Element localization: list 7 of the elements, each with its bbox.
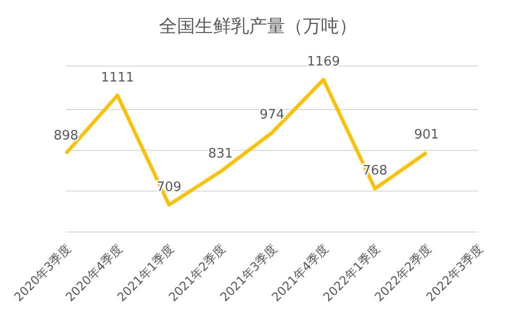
data-label: 831 xyxy=(208,146,233,162)
data-label: 1169 xyxy=(306,54,340,70)
data-label: 901 xyxy=(414,128,439,143)
data-label: 1111 xyxy=(100,70,134,86)
data-label: 898 xyxy=(54,128,78,144)
data-label: 974 xyxy=(260,108,284,123)
chart-title: 全国生鲜乳产量（万吨） xyxy=(158,15,358,39)
